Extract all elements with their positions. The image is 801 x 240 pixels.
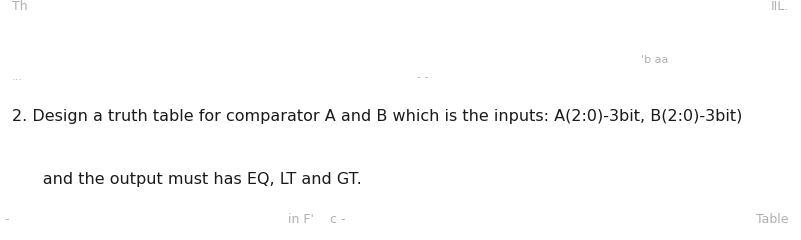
Text: 2. Design a truth table for comparator A and B which is the inputs: A(2:0)-3bit,: 2. Design a truth table for comparator A… [12,109,743,124]
Text: 'b aa: 'b aa [641,55,668,65]
Text: - -: - - [417,72,428,82]
Text: Table: Table [756,213,789,226]
Text: ...: ... [12,72,23,82]
Text: Th: Th [12,0,28,13]
Text: -: - [4,213,9,226]
Text: and the output must has EQ, LT and GT.: and the output must has EQ, LT and GT. [12,172,362,187]
Text: in F'    c -: in F' c - [288,213,346,226]
Text: IIL.: IIL. [771,0,789,13]
